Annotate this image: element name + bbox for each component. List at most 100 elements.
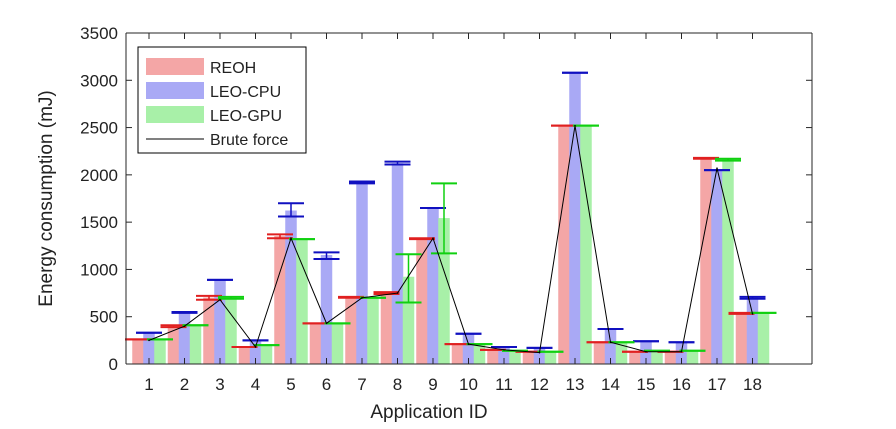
brute-force-point [432, 237, 434, 240]
bar-leo-gpu [686, 350, 699, 365]
brute-force-point [396, 292, 399, 294]
bar-leo-cpu [356, 182, 368, 365]
bar-leo-cpu [746, 297, 759, 365]
legend-swatch-leo-cpu [146, 82, 204, 99]
y-tick-label: 3500 [80, 24, 118, 43]
brute-force-line [148, 125, 753, 354]
brute-force-point [148, 339, 150, 342]
legend-label-leo-cpu: LEO-CPU [210, 84, 281, 101]
bar-leo-cpu [569, 72, 581, 365]
legend-swatch-leo-gpu [146, 106, 204, 123]
y-tick-label: 1500 [80, 213, 118, 232]
bar-reoh [735, 313, 748, 365]
x-tick-label: 11 [495, 375, 513, 394]
bar-reoh [664, 351, 677, 365]
brute-force-point [467, 343, 470, 345]
bar-leo-gpu [473, 343, 486, 365]
bar-reoh [380, 292, 393, 365]
legend-label-reoh: REOH [210, 60, 256, 77]
error-bars-layer [125, 71, 777, 353]
bar-reoh [416, 237, 428, 365]
bar-reoh [487, 349, 499, 365]
legend: REOH LEO-CPU LEO-GPU Brute force [137, 46, 307, 154]
x-tick-label: 8 [393, 375, 402, 394]
x-tick-label: 15 [637, 375, 656, 394]
x-tick-label: 2 [180, 375, 189, 394]
bar-reoh [629, 351, 641, 365]
legend-swatch-reoh [146, 58, 204, 75]
bar-leo-cpu [427, 208, 439, 365]
bar-reoh [309, 323, 322, 365]
bar-leo-gpu [189, 324, 202, 365]
brute-force-point [751, 313, 754, 315]
bar-leo-cpu [178, 312, 191, 365]
y-tick-label: 1000 [80, 260, 118, 279]
x-tick-label: 10 [459, 375, 478, 394]
bar-leo-cpu [320, 254, 333, 365]
y-tick-label: 3000 [80, 71, 118, 90]
y-tick-label: 2500 [80, 119, 118, 138]
bar-reoh [238, 346, 251, 365]
bar-leo-gpu [544, 351, 557, 365]
brute-force-point [609, 341, 612, 344]
brute-force-point [219, 298, 221, 301]
brute-force-point [254, 346, 257, 348]
x-tick-label: 5 [286, 375, 295, 394]
brute-force-point [645, 350, 647, 353]
bar-reoh [700, 158, 712, 365]
bar-leo-gpu [296, 238, 308, 365]
x-tick-label: 17 [708, 375, 727, 394]
y-tick-label: 2000 [80, 166, 118, 185]
brute-force-point [574, 124, 576, 127]
bar-reoh [593, 341, 606, 365]
x-tick-label: 1 [144, 375, 153, 394]
bar-reoh [451, 343, 464, 365]
x-tick-label: 18 [743, 375, 762, 394]
bar-leo-gpu [651, 350, 663, 365]
x-tick-label: 13 [566, 375, 585, 394]
y-axis-label: Energy consumption (mJ) [36, 90, 57, 306]
brute-force-point [680, 350, 683, 353]
brute-force-point [361, 297, 363, 299]
bar-leo-gpu [260, 344, 273, 365]
bar-reoh [558, 125, 570, 365]
brute-force-point [290, 237, 292, 240]
x-tick-label: 16 [672, 375, 691, 394]
x-axis-label: Application ID [370, 402, 487, 423]
y-tick-label: 500 [90, 308, 118, 327]
bar-leo-gpu [225, 297, 237, 365]
brute-force-point [325, 322, 328, 325]
bar-reoh [522, 351, 535, 365]
x-tick-label: 12 [530, 375, 549, 394]
bar-leo-cpu [711, 169, 723, 365]
legend-label-brute-force: Brute force [210, 132, 288, 149]
bar-leo-gpu [154, 339, 166, 365]
x-tick-label: 3 [215, 375, 224, 394]
bar-leo-cpu [214, 279, 226, 365]
bar-leo-gpu [580, 125, 592, 365]
legend-label-leo-gpu: LEO-GPU [210, 108, 282, 125]
brute-force-point [716, 167, 718, 170]
brute-force-point [538, 351, 541, 354]
bar-reoh [132, 339, 144, 365]
brute-force-point [183, 325, 186, 327]
x-tick-label: 9 [428, 375, 437, 394]
bar-leo-gpu [757, 312, 770, 365]
bar-leo-gpu [722, 159, 734, 365]
x-tick-label: 4 [251, 375, 260, 394]
x-tick-label: 7 [357, 375, 366, 394]
bar-leo-cpu [391, 163, 404, 365]
bar-reoh [345, 297, 357, 365]
brute-force-line-layer [148, 124, 754, 354]
bar-leo-gpu [367, 297, 379, 365]
bar-leo-gpu [509, 350, 521, 365]
bars-layer [132, 72, 770, 365]
x-tick-label: 6 [322, 375, 331, 394]
brute-force-point [503, 349, 505, 351]
x-tick-label: 14 [601, 375, 620, 394]
y-tick-label: 0 [109, 355, 118, 374]
bar-leo-gpu [331, 323, 344, 365]
